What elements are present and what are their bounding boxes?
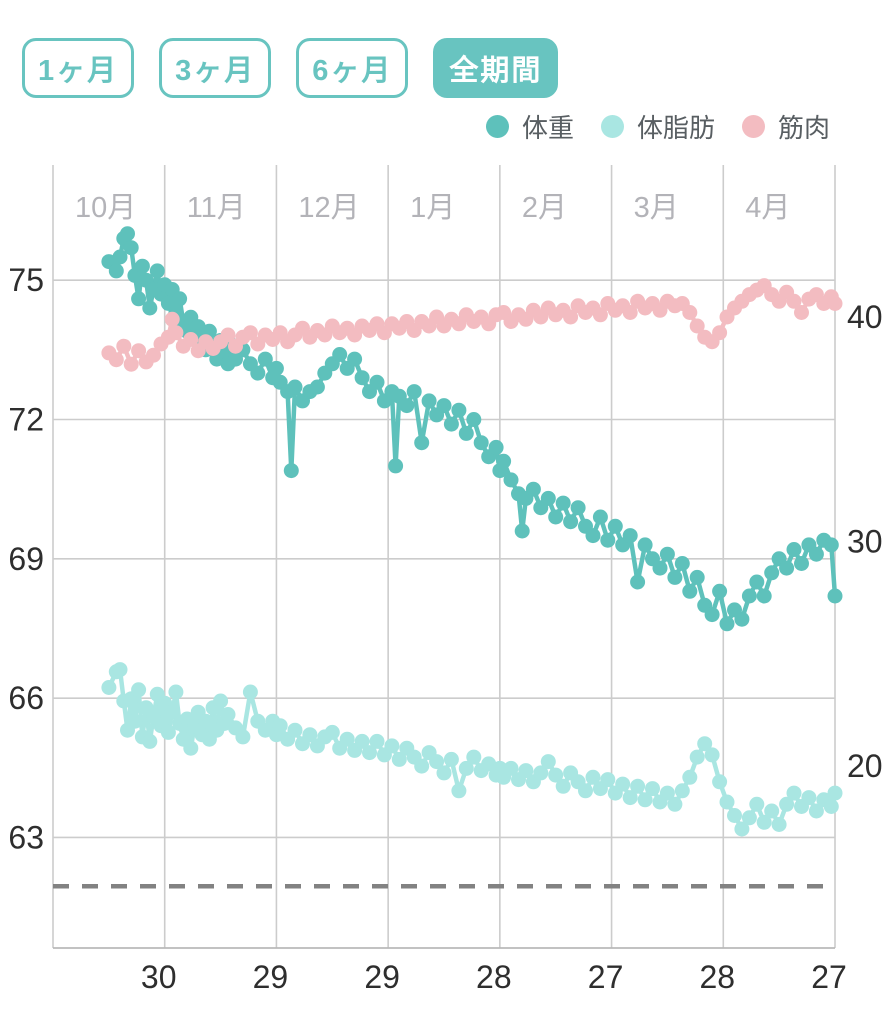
- period-button-1month[interactable]: 1ヶ月: [22, 38, 135, 98]
- svg-text:11月: 11月: [187, 192, 246, 224]
- svg-text:40: 40: [847, 299, 883, 335]
- svg-text:30: 30: [141, 959, 177, 995]
- svg-text:28: 28: [476, 959, 512, 995]
- legend-item-muscle: 筋肉: [741, 108, 830, 145]
- svg-text:2月: 2月: [522, 192, 567, 224]
- svg-text:12月: 12月: [298, 192, 359, 224]
- period-selector: 1ヶ月 3ヶ月 6ヶ月 全期間: [22, 38, 559, 98]
- x-axis-labels: 30 29 29 28 27 28 27: [141, 959, 847, 995]
- legend-item-weight: 体重: [485, 108, 574, 145]
- legend-label-weight: 体重: [521, 113, 574, 143]
- y-gridlines: [53, 279, 835, 949]
- legend-item-bodyfat: 体脂肪: [600, 108, 715, 145]
- legend-label-muscle: 筋肉: [777, 113, 830, 143]
- series-bodyfat: [101, 662, 843, 837]
- svg-text:27: 27: [811, 959, 847, 995]
- svg-text:28: 28: [699, 959, 735, 995]
- svg-text:3月: 3月: [634, 192, 679, 224]
- muscle-dot-icon: [741, 115, 765, 138]
- right-axis-labels: 40 30 20: [847, 299, 883, 784]
- period-button-3months[interactable]: 3ヶ月: [159, 38, 272, 98]
- svg-text:63: 63: [8, 819, 44, 855]
- period-button-6months[interactable]: 6ヶ月: [296, 38, 409, 98]
- svg-text:29: 29: [253, 959, 289, 995]
- svg-text:20: 20: [847, 748, 883, 784]
- series-muscle: [101, 278, 843, 372]
- svg-text:69: 69: [8, 541, 44, 577]
- chart-legend: 体重 体脂肪 筋肉: [485, 108, 830, 145]
- svg-text:72: 72: [8, 401, 44, 437]
- month-labels: 10月 11月 12月 1月 2月 3月 4月: [75, 192, 790, 224]
- series-weight: [101, 226, 843, 632]
- svg-text:29: 29: [364, 959, 400, 995]
- bodyfat-dot-icon: [600, 115, 624, 138]
- svg-text:1月: 1月: [410, 192, 455, 224]
- svg-text:10月: 10月: [75, 192, 136, 224]
- svg-text:27: 27: [588, 959, 624, 995]
- svg-text:30: 30: [847, 524, 883, 560]
- period-button-all[interactable]: 全期間: [433, 38, 559, 98]
- left-axis-labels: 75 72 69 66 63: [8, 262, 44, 855]
- legend-label-bodyfat: 体脂肪: [636, 113, 715, 143]
- weight-dot-icon: [485, 115, 509, 138]
- svg-text:66: 66: [8, 680, 44, 716]
- svg-text:75: 75: [8, 262, 44, 298]
- svg-text:4月: 4月: [745, 192, 790, 224]
